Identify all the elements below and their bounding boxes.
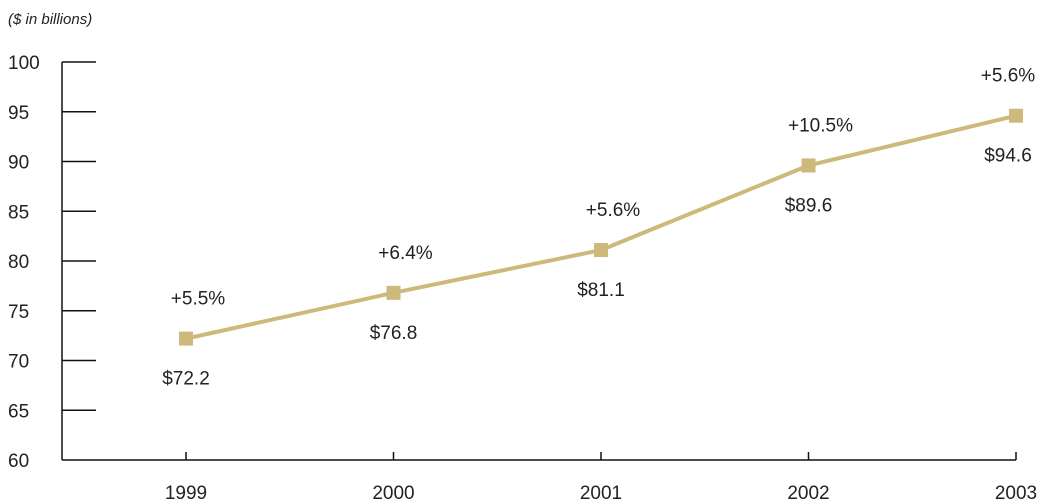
y-tick-label: 90	[8, 153, 29, 174]
data-point-marker	[594, 243, 608, 258]
x-tick-label: 2002	[787, 483, 829, 503]
series-line	[185, 113, 1017, 341]
data-point-marker	[386, 285, 401, 300]
change-label: +6.4%	[378, 243, 433, 264]
change-label: +5.5%	[171, 289, 226, 310]
value-label: $89.6	[785, 195, 833, 216]
y-tick-label: 80	[8, 252, 29, 273]
value-label: $81.1	[577, 280, 625, 301]
x-tick-label: 2001	[580, 483, 622, 503]
y-tick-label: 60	[8, 451, 29, 472]
data-labels: +5.5% $72.2 +6.4% $76.8 +5.6% $81.1 +10.5% $89.…	[162, 66, 1035, 390]
x-axis: 1999 2000 2001 2002 2003	[62, 452, 1037, 503]
y-tick-label: 65	[8, 401, 29, 422]
x-tick-label: 1999	[165, 483, 207, 503]
y-tick-label: 95	[8, 103, 29, 124]
change-label: +5.6%	[586, 200, 641, 221]
change-label: +10.5%	[788, 115, 853, 136]
y-tick-label: 85	[8, 202, 29, 223]
series	[179, 108, 1023, 346]
y-tick-label: 75	[8, 302, 29, 323]
y-axis: 60 65 70 75 80 85 90 95 100	[8, 53, 96, 472]
y-tick-label: 70	[8, 352, 29, 373]
y-tick-label: 100	[8, 53, 40, 74]
x-tick-label: 2003	[995, 483, 1037, 503]
data-point-marker	[1009, 108, 1023, 123]
data-point-marker	[801, 158, 816, 173]
data-point-marker	[179, 331, 193, 346]
value-label: $94.6	[984, 146, 1032, 167]
change-label: +5.6%	[981, 66, 1036, 87]
value-label: $72.2	[162, 369, 210, 390]
unit-note: ($ in billions)	[8, 11, 92, 28]
value-label: $76.8	[370, 323, 418, 344]
x-tick-label: 2000	[372, 483, 414, 503]
